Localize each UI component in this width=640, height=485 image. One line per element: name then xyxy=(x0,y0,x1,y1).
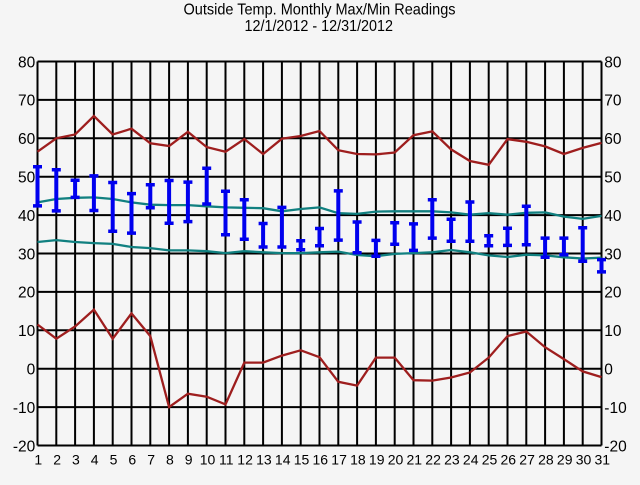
svg-text:13: 13 xyxy=(256,451,272,467)
svg-text:15: 15 xyxy=(294,451,310,467)
svg-text:60: 60 xyxy=(18,131,36,148)
svg-text:0: 0 xyxy=(604,362,613,379)
svg-text:-10: -10 xyxy=(604,400,627,417)
svg-text:22: 22 xyxy=(425,451,441,467)
svg-text:25: 25 xyxy=(482,451,498,467)
svg-text:9: 9 xyxy=(185,451,193,467)
svg-text:20: 20 xyxy=(388,451,404,467)
svg-text:10: 10 xyxy=(604,323,622,340)
svg-text:-20: -20 xyxy=(604,438,627,455)
svg-text:31: 31 xyxy=(595,451,611,467)
svg-text:29: 29 xyxy=(557,451,573,467)
svg-text:50: 50 xyxy=(18,170,36,187)
svg-text:40: 40 xyxy=(604,208,622,225)
svg-text:12: 12 xyxy=(237,451,253,467)
svg-text:60: 60 xyxy=(604,131,622,148)
svg-text:70: 70 xyxy=(18,93,36,110)
svg-text:50: 50 xyxy=(604,170,622,187)
svg-text:7: 7 xyxy=(147,451,155,467)
svg-text:2: 2 xyxy=(53,451,61,467)
svg-text:40: 40 xyxy=(18,208,36,225)
svg-text:19: 19 xyxy=(369,451,385,467)
svg-text:24: 24 xyxy=(463,451,479,467)
svg-text:70: 70 xyxy=(604,93,622,110)
svg-text:3: 3 xyxy=(72,451,80,467)
svg-text:0: 0 xyxy=(27,362,36,379)
svg-text:10: 10 xyxy=(18,323,36,340)
svg-text:30: 30 xyxy=(576,451,592,467)
svg-text:23: 23 xyxy=(444,451,460,467)
svg-text:20: 20 xyxy=(18,285,36,302)
svg-text:14: 14 xyxy=(275,451,291,467)
svg-text:Outside Temp. Monthly Max/Min: Outside Temp. Monthly Max/Min Readings xyxy=(184,2,456,19)
svg-text:20: 20 xyxy=(604,285,622,302)
svg-text:5: 5 xyxy=(110,451,118,467)
svg-text:8: 8 xyxy=(166,451,174,467)
svg-text:30: 30 xyxy=(18,246,36,263)
svg-text:10: 10 xyxy=(200,451,216,467)
svg-text:6: 6 xyxy=(128,451,136,467)
svg-text:16: 16 xyxy=(313,451,329,467)
svg-text:26: 26 xyxy=(501,451,517,467)
svg-text:18: 18 xyxy=(350,451,366,467)
svg-text:-10: -10 xyxy=(13,400,36,417)
svg-text:4: 4 xyxy=(91,451,99,467)
svg-text:21: 21 xyxy=(407,451,423,467)
svg-text:80: 80 xyxy=(604,54,622,71)
svg-text:80: 80 xyxy=(18,54,36,71)
svg-text:11: 11 xyxy=(219,451,234,467)
svg-text:-20: -20 xyxy=(13,438,36,455)
svg-text:17: 17 xyxy=(331,451,347,467)
svg-text:1: 1 xyxy=(34,451,42,467)
svg-text:30: 30 xyxy=(604,246,622,263)
svg-text:12/1/2012 - 12/31/2012: 12/1/2012 - 12/31/2012 xyxy=(245,18,394,35)
svg-text:28: 28 xyxy=(538,451,554,467)
svg-text:27: 27 xyxy=(519,451,535,467)
